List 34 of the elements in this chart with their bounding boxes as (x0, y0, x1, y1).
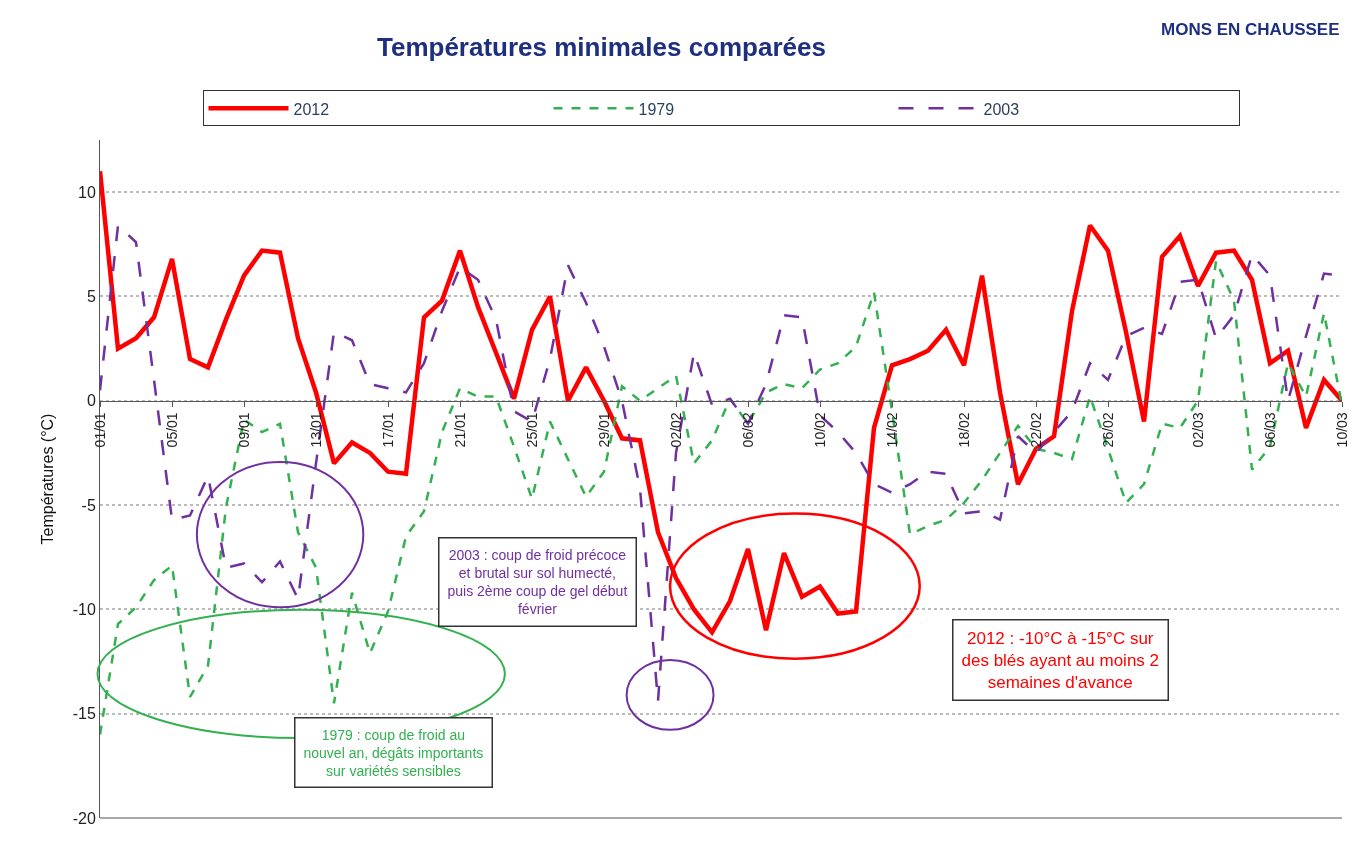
x-tick-label: 02/03 (1189, 412, 1206, 448)
y-tick-label: -15 (72, 705, 96, 723)
x-tick-label: 05/01 (163, 412, 180, 448)
chart-subtitle: MONS EN CHAUSSEE (1161, 20, 1340, 39)
x-tick-label: 14/02 (883, 412, 900, 448)
x-tick-label: 02/02 (667, 412, 684, 448)
x-tick-label: 26/02 (1099, 412, 1116, 448)
x-tick-label: 29/01 (595, 412, 612, 448)
y-tick-label: 5 (86, 288, 96, 306)
annotation: 2012 : -10°C à -15°C sur des blés ayant au moins 2 semaines d'avance (961, 628, 1160, 692)
x-tick-label: 10/02 (811, 412, 828, 448)
y-tick-label: -10 (72, 600, 96, 618)
x-tick-label: 06/02 (739, 412, 756, 448)
y-tick-label: 10 (78, 183, 96, 201)
annotation: 2003 : coup de froid précoce et brutal sur sol humecté, puis 2ème coup de gel début février (447, 546, 628, 618)
y-tick-label: -5 (81, 496, 96, 514)
x-tick-label: 18/02 (955, 412, 972, 448)
x-tick-label: 06/03 (1261, 412, 1278, 448)
legend-label: 1979 (638, 100, 675, 118)
x-tick-label: 09/01 (235, 412, 252, 448)
y-tick-label: 0 (86, 392, 96, 410)
x-tick-label: 13/01 (307, 412, 324, 448)
chart-title: Températures minimales comparées (377, 32, 826, 63)
x-tick-label: 21/01 (451, 412, 468, 448)
x-tick-label: 17/01 (379, 412, 396, 448)
x-tick-label: 22/02 (1027, 412, 1044, 448)
x-tick-label: 25/01 (523, 412, 540, 448)
legend-label: 2012 (293, 100, 330, 118)
x-tick-label: 01/01 (91, 412, 108, 448)
y-tick-label: -20 (72, 809, 96, 827)
legend-label: 2003 (983, 100, 1020, 118)
annotation: 1979 : coup de froid au nouvel an, dégâts importants sur variétés sensibles (303, 726, 484, 779)
x-tick-label: 10/03 (1333, 412, 1350, 448)
y-axis-title: Températures (°C) (38, 413, 56, 545)
